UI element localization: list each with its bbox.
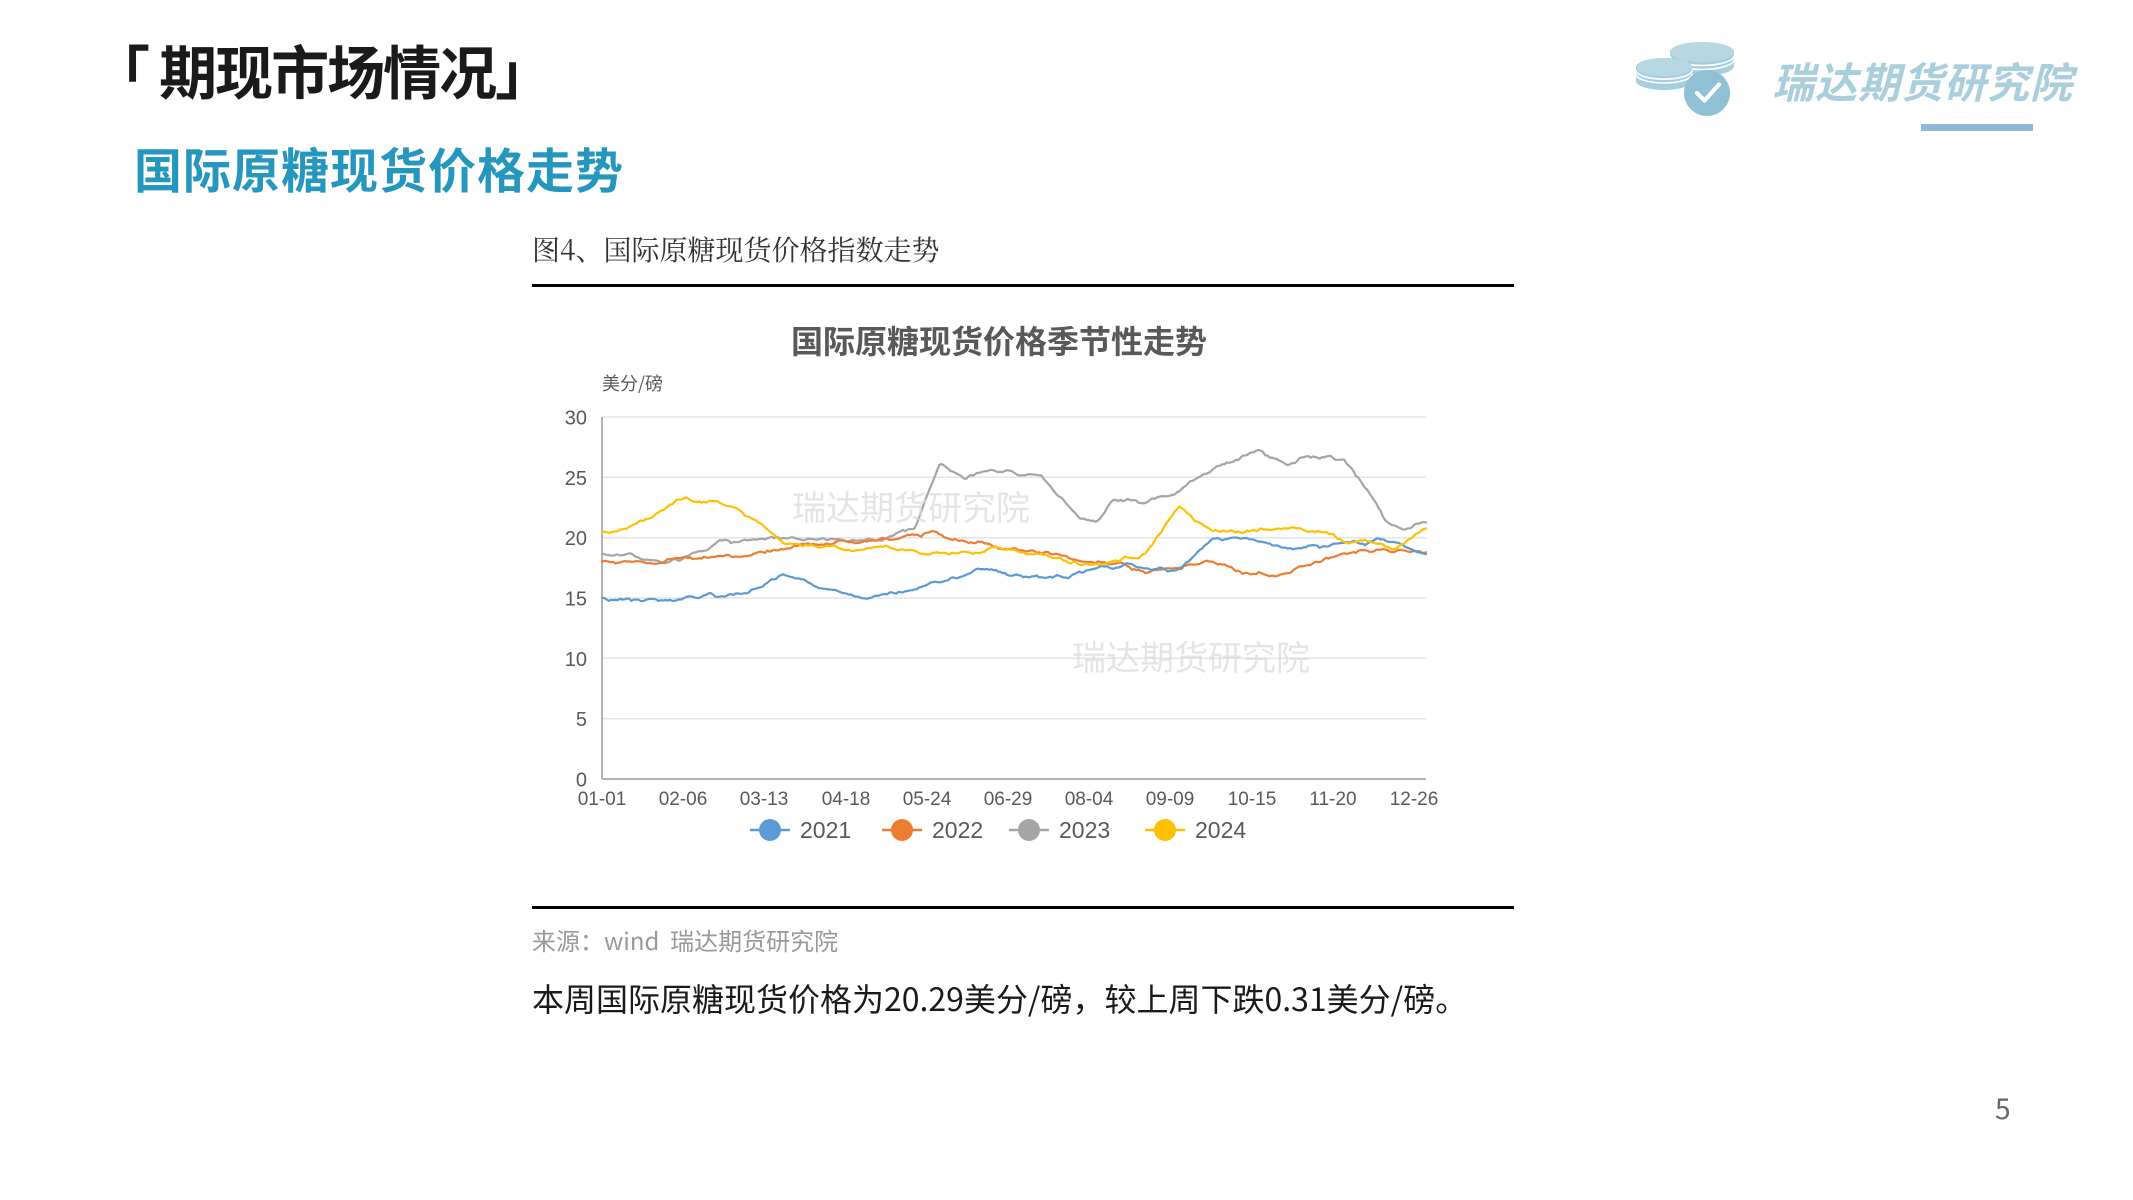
svg-text:02-06: 02-06 [659, 789, 708, 810]
svg-text:15: 15 [565, 589, 587, 611]
svg-text:瑞达期货研究院: 瑞达期货研究院 [1072, 631, 1310, 680]
svg-text:01-01: 01-01 [578, 789, 627, 810]
svg-text:2023: 2023 [1059, 817, 1110, 843]
svg-text:09-09: 09-09 [1146, 789, 1195, 810]
svg-text:12-26: 12-26 [1390, 789, 1439, 810]
svg-text:国际原糖现货价格季节性走势: 国际原糖现货价格季节性走势 [791, 317, 1207, 363]
svg-text:美分/磅: 美分/磅 [602, 370, 663, 396]
svg-text:5: 5 [576, 709, 587, 731]
svg-text:2024: 2024 [1195, 817, 1246, 843]
svg-text:11-20: 11-20 [1309, 789, 1356, 810]
svg-text:05-24: 05-24 [903, 789, 952, 810]
svg-text:20: 20 [565, 528, 587, 550]
svg-text:瑞达期货研究院: 瑞达期货研究院 [792, 481, 1030, 530]
svg-text:04-18: 04-18 [822, 789, 871, 810]
svg-text:10: 10 [565, 649, 587, 671]
svg-text:25: 25 [565, 468, 587, 490]
svg-text:10-15: 10-15 [1228, 789, 1277, 810]
svg-text:08-04: 08-04 [1065, 789, 1114, 810]
svg-text:2021: 2021 [800, 817, 851, 843]
svg-text:30: 30 [565, 408, 587, 430]
svg-text:03-13: 03-13 [740, 789, 789, 810]
svg-text:06-29: 06-29 [984, 789, 1033, 810]
svg-text:2022: 2022 [932, 817, 983, 843]
